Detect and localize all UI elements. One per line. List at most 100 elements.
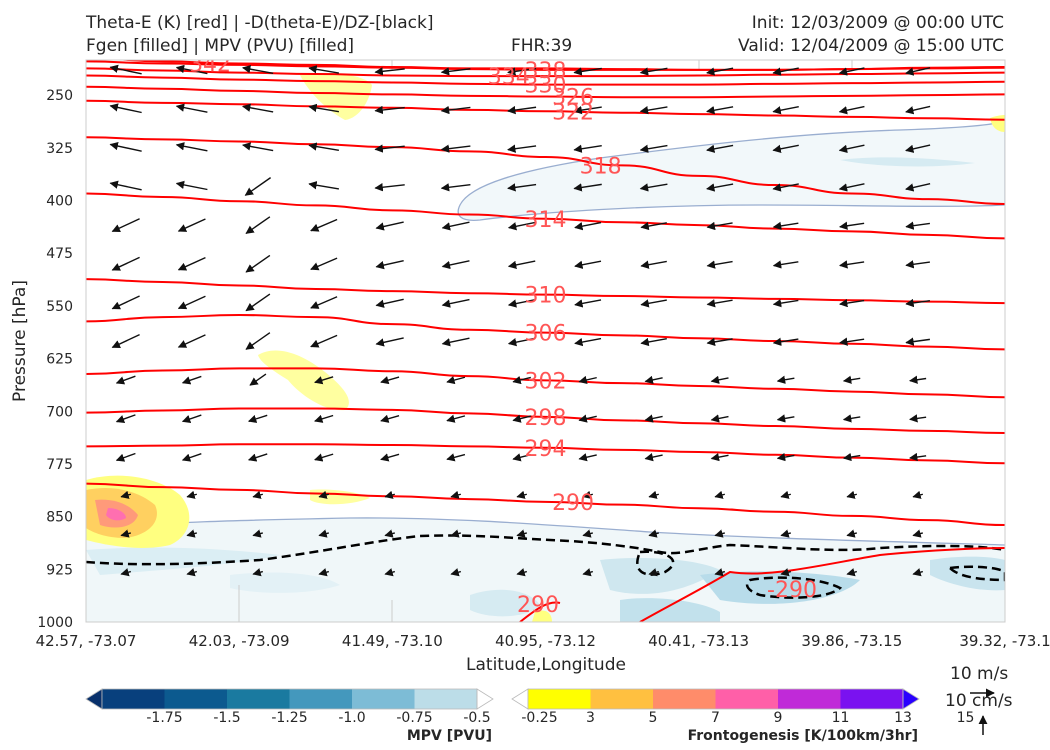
theta-e-contour	[86, 192, 1005, 240]
wind-vector	[574, 337, 602, 347]
wind-vector	[308, 181, 340, 190]
wind-vector	[384, 490, 396, 499]
wind-vector	[375, 221, 404, 231]
theta-e-contour	[86, 314, 1005, 351]
wind-vector	[314, 414, 334, 423]
wind-vector	[578, 375, 597, 385]
wind-vector	[909, 375, 927, 384]
wind-vector	[244, 177, 272, 196]
wind-vector	[776, 414, 795, 423]
colorbar-tick-label: -1.75	[146, 710, 182, 726]
wind-vector	[640, 221, 667, 231]
wind-vector	[842, 452, 861, 462]
theta-e-contour	[86, 67, 1005, 78]
wind-vector	[644, 414, 663, 423]
colorbar-tick-label: -0.5	[463, 710, 490, 726]
wind-key-horizontal-label: 10 m/s	[950, 664, 1009, 684]
colorbar-tick-label: 9	[774, 710, 783, 726]
wind-vector	[772, 183, 799, 192]
wind-key-vertical-label: 10 cm/s	[945, 691, 1013, 711]
wind-vector	[186, 529, 198, 538]
wind-vector	[384, 529, 396, 538]
colorbar-tick-label: 5	[649, 710, 658, 726]
wind-vector	[714, 490, 726, 499]
wind-vector	[115, 375, 136, 385]
wind-vector	[842, 375, 861, 384]
wind-vector	[573, 105, 602, 115]
theta-e-contour	[86, 482, 1005, 527]
wind-vector	[242, 103, 274, 113]
fgen-colorbar-title: Frontogenesis [K/100km/3hr]	[687, 728, 918, 744]
x-tick-label: 42.03, -73.09	[189, 632, 290, 650]
y-tick-labels: 250 325 400 475 550 625 700 775 850 925 1000	[37, 88, 73, 631]
wind-vector	[639, 144, 668, 153]
wind-vector	[714, 568, 726, 577]
theta-e-label: 294	[525, 437, 567, 462]
wind-vector	[706, 106, 734, 115]
wind-vector	[507, 221, 536, 231]
wind-vector	[375, 259, 404, 270]
y-tick-label: 925	[46, 562, 73, 578]
x-tick-label: 41.49, -73.10	[342, 632, 443, 650]
wind-vector	[111, 218, 140, 233]
wind-vector	[573, 183, 602, 192]
y-tick-label: 475	[46, 246, 73, 262]
wind-vector	[310, 218, 338, 232]
theta-e-low-label: 290	[517, 593, 559, 618]
theta-e-low-contours	[519, 547, 1005, 622]
wind-vector	[905, 183, 931, 192]
wind-vector	[582, 568, 594, 577]
wind-vector	[846, 490, 858, 499]
wind-vector	[912, 568, 924, 577]
wind-vector	[115, 452, 136, 462]
colorbar-swatch	[590, 689, 654, 709]
wind-vector	[905, 221, 930, 230]
colorbar-swatch	[653, 689, 716, 709]
wind-vector	[181, 414, 202, 423]
wind-vector	[706, 67, 734, 76]
wind-vector	[310, 296, 338, 309]
y-tick-label: 325	[46, 141, 73, 157]
wind-vector	[252, 568, 264, 577]
theta-e-label: 318	[580, 154, 622, 179]
theta-e-label: 314	[525, 208, 567, 233]
wind-vector	[909, 452, 927, 462]
wind-vector	[905, 67, 931, 76]
wind-vector	[175, 103, 208, 113]
wind-vector	[450, 568, 462, 577]
colorbar-swatch	[352, 689, 415, 709]
colorbar-tick-label: -1.25	[271, 710, 307, 726]
colorbar-outline	[101, 688, 478, 710]
colorbar-tick-label: -1.0	[338, 710, 365, 726]
wind-vector	[181, 375, 202, 385]
wind-vector	[846, 529, 858, 538]
wind-vector	[318, 490, 330, 499]
theta-e-contour	[86, 278, 1005, 305]
wind-vector	[710, 452, 729, 462]
theta-e-label: 298	[525, 406, 567, 431]
plot-frame	[85, 59, 1006, 623]
wind-vector	[644, 375, 663, 385]
wind-vector	[120, 568, 132, 577]
wind-vector	[706, 221, 733, 231]
wind-vector	[507, 299, 536, 308]
wind-vector	[380, 453, 400, 462]
theta-e-label: 338	[525, 59, 567, 84]
theta-e-label: 342	[189, 53, 231, 78]
wind-vector	[839, 337, 865, 346]
wind-vector	[186, 568, 198, 577]
wind-vector	[772, 221, 799, 231]
wind-vector	[120, 490, 132, 499]
wind-vector	[175, 180, 208, 191]
wind-vector	[909, 414, 927, 423]
stability-contours	[86, 534, 1005, 599]
colorbar-swatch	[227, 689, 290, 709]
wind-vector	[450, 529, 462, 538]
wind-vector	[380, 376, 400, 385]
wind-vector	[710, 414, 729, 423]
wind-vector	[780, 529, 792, 538]
colorbar-tick-label: 15	[957, 710, 975, 726]
wind-vector	[374, 67, 405, 76]
